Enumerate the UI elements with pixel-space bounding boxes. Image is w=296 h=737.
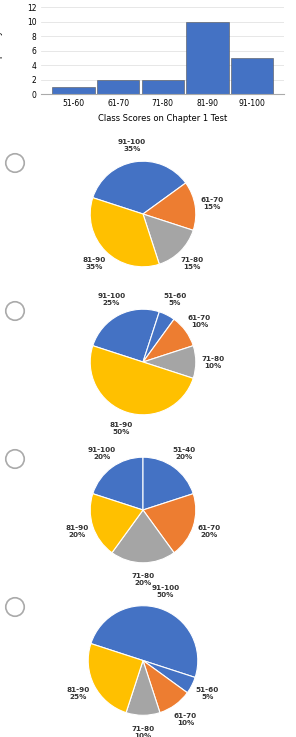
Bar <box>52 87 95 94</box>
Wedge shape <box>90 346 193 415</box>
Wedge shape <box>112 510 174 563</box>
Text: 61-70
10%: 61-70 10% <box>174 713 197 725</box>
Wedge shape <box>91 606 198 677</box>
Wedge shape <box>143 312 174 362</box>
Wedge shape <box>143 346 196 378</box>
Text: 91-100
35%: 91-100 35% <box>118 139 146 152</box>
Text: 61-70
15%: 61-70 15% <box>200 197 223 209</box>
Text: 81-90
25%: 81-90 25% <box>67 687 90 700</box>
Text: 81-90
20%: 81-90 20% <box>65 525 88 538</box>
Wedge shape <box>143 494 196 553</box>
Bar <box>186 22 229 94</box>
Text: 81-90
35%: 81-90 35% <box>82 256 105 270</box>
Bar <box>141 80 184 94</box>
Text: 61-70
10%: 61-70 10% <box>188 315 211 327</box>
Wedge shape <box>93 310 159 362</box>
Text: 81-90
50%: 81-90 50% <box>110 422 133 435</box>
Text: 71-80
10%: 71-80 10% <box>131 727 155 737</box>
Y-axis label: Frequency: Frequency <box>0 29 3 73</box>
Text: 71-80
15%: 71-80 15% <box>181 256 204 270</box>
Text: 61-70
20%: 61-70 20% <box>198 525 221 538</box>
Text: 91-100
50%: 91-100 50% <box>151 585 179 598</box>
Bar <box>231 58 273 94</box>
Wedge shape <box>143 319 193 362</box>
Wedge shape <box>126 660 160 716</box>
Text: 71-80
20%: 71-80 20% <box>131 573 155 586</box>
Text: 51-60
5%: 51-60 5% <box>163 293 186 307</box>
Wedge shape <box>143 660 195 693</box>
Wedge shape <box>88 643 143 713</box>
Text: 71-80
10%: 71-80 10% <box>201 355 224 368</box>
Text: 91-100
25%: 91-100 25% <box>97 293 126 307</box>
Text: 51-40
20%: 51-40 20% <box>172 447 196 460</box>
Wedge shape <box>143 183 196 231</box>
Text: 91-100
20%: 91-100 20% <box>88 447 116 460</box>
Bar <box>97 80 139 94</box>
X-axis label: Class Scores on Chapter 1 Test: Class Scores on Chapter 1 Test <box>98 113 227 123</box>
Wedge shape <box>143 660 187 713</box>
Wedge shape <box>93 161 186 214</box>
Wedge shape <box>143 457 193 510</box>
Text: 51-60
5%: 51-60 5% <box>196 687 219 700</box>
Wedge shape <box>90 198 159 267</box>
Wedge shape <box>90 494 143 553</box>
Wedge shape <box>93 457 143 510</box>
Wedge shape <box>143 214 193 265</box>
